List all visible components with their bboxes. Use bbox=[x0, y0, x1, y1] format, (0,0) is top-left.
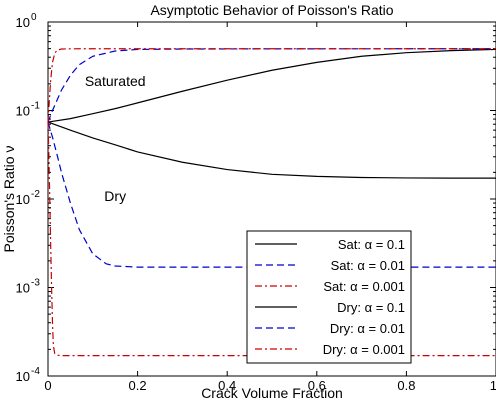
series-line-0 bbox=[47, 48, 496, 123]
x-tick-label: 0 bbox=[44, 378, 51, 393]
y-tick-exponent: -3 bbox=[31, 278, 40, 289]
x-axis-label: Crack Volume Fraction bbox=[201, 385, 343, 401]
y-tick-label: 10 bbox=[16, 369, 30, 384]
series-line-3 bbox=[47, 121, 496, 179]
legend-label: Sat: α = 0.1 bbox=[338, 237, 405, 252]
legend-label: Sat: α = 0.01 bbox=[331, 258, 405, 273]
y-tick-label: 10 bbox=[16, 192, 30, 207]
legend-label: Dry: α = 0.01 bbox=[330, 321, 405, 336]
y-tick-exponent: -2 bbox=[31, 189, 40, 200]
legend-label: Dry: α = 0.1 bbox=[337, 300, 405, 315]
x-axis-ticks: 0 0.2 0.4 0.6 0.8 1 bbox=[44, 22, 496, 393]
y-tick-exponent: -1 bbox=[31, 101, 40, 112]
legend-label: Dry: α = 0.001 bbox=[323, 342, 405, 357]
series-line-4 bbox=[47, 121, 496, 268]
series-lines bbox=[47, 48, 496, 357]
legend-box bbox=[246, 230, 412, 364]
series-line-5 bbox=[47, 122, 496, 357]
legend-label: Sat: α = 0.001 bbox=[323, 279, 405, 294]
y-tick-label: 10 bbox=[16, 15, 30, 30]
x-tick-label: 0.4 bbox=[218, 378, 236, 393]
annotation-saturated: Saturated bbox=[85, 73, 146, 89]
x-tick-label: 0.8 bbox=[397, 378, 415, 393]
x-tick-label: 0.6 bbox=[308, 378, 326, 393]
annotations: Saturated Dry bbox=[85, 73, 146, 204]
y-axis-label: Poisson's Ratio ν bbox=[1, 146, 17, 253]
series-line-2 bbox=[47, 48, 496, 123]
legend: Sat: α = 0.1 Sat: α = 0.01 Sat: α = 0.001 D… bbox=[246, 230, 412, 364]
y-tick-label: 10 bbox=[16, 281, 30, 296]
annotation-dry: Dry bbox=[104, 188, 126, 204]
y-tick-exponent: 0 bbox=[31, 12, 37, 23]
y-tick-label: 10 bbox=[16, 104, 30, 119]
y-tick-exponent: -4 bbox=[31, 366, 40, 377]
chart-title: Asymptotic Behavior of Poisson's Ratio bbox=[150, 2, 393, 18]
x-tick-label: 0.2 bbox=[129, 378, 147, 393]
x-tick-label: 1 bbox=[490, 378, 496, 393]
